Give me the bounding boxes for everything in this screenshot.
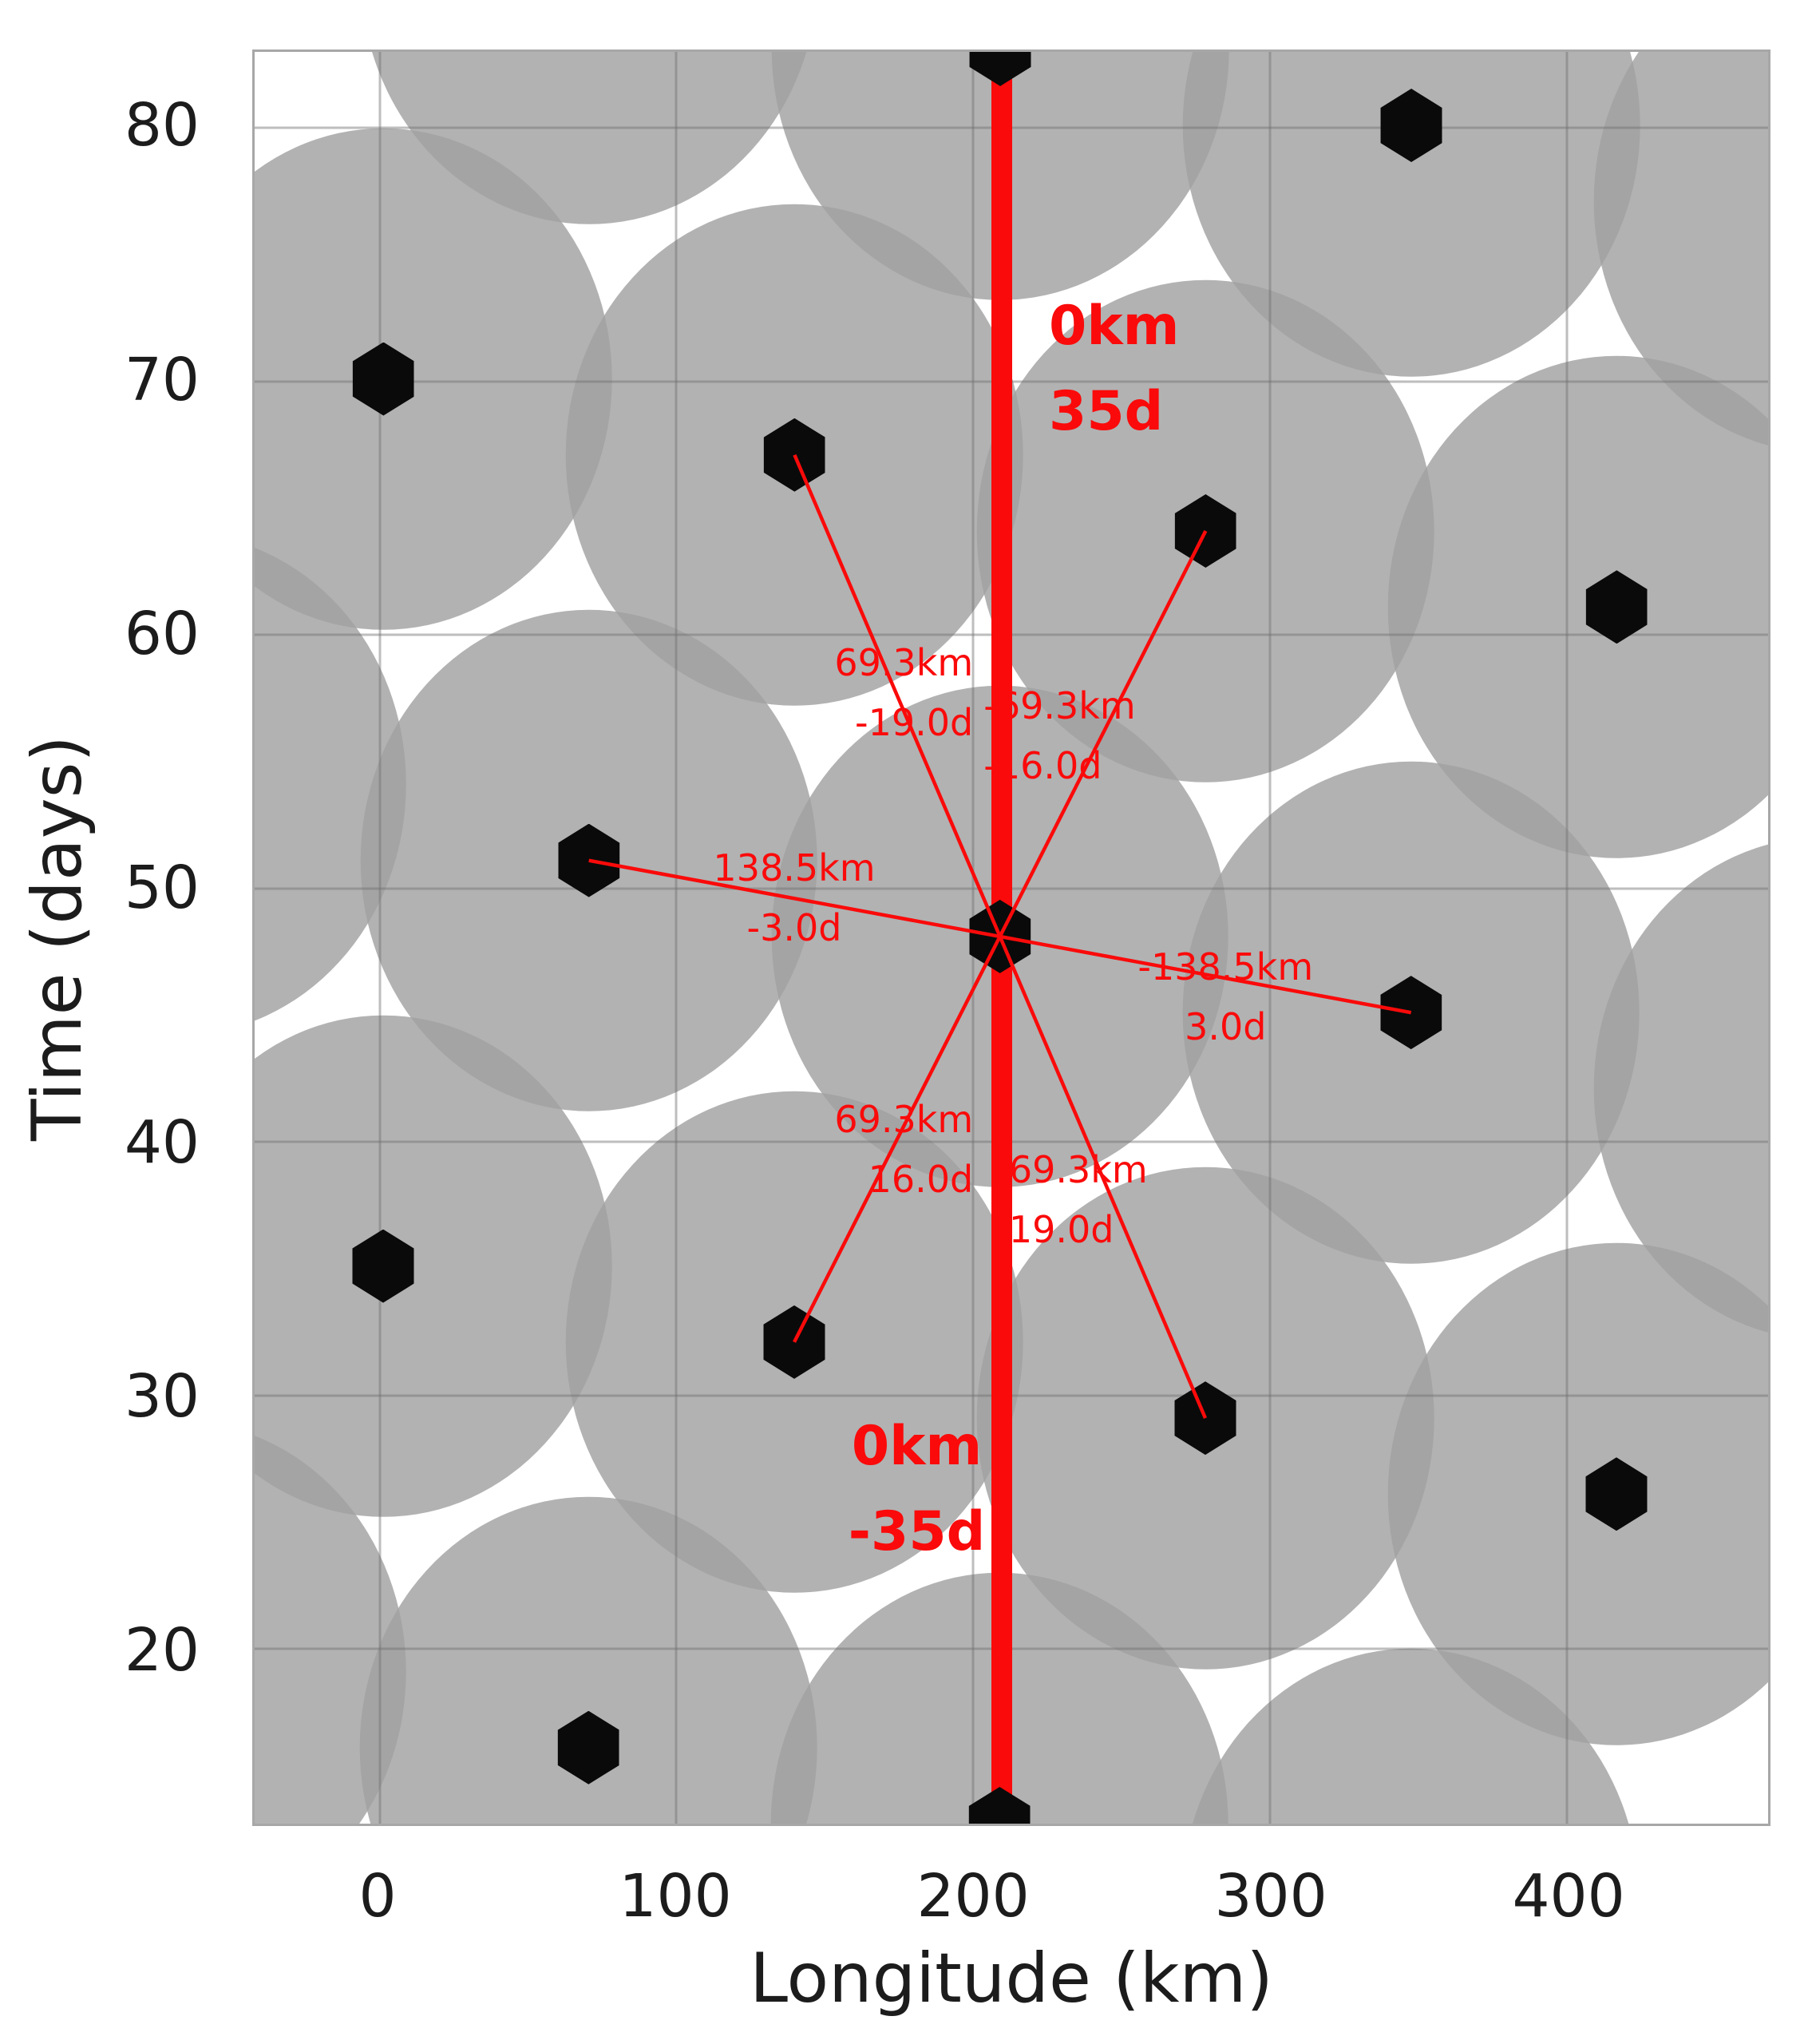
connection-lines-overlay	[588, 454, 1412, 1419]
x-tick-label: 400	[1512, 1862, 1625, 1931]
neighbor-connection-line	[999, 934, 1412, 1015]
y-tick-label: 70	[124, 345, 200, 414]
neighbor-offset-label: 69.3km 16.0d	[834, 1090, 973, 1210]
y-tick-label: 20	[124, 1616, 200, 1686]
grid-line-vertical	[1268, 52, 1272, 1824]
offset-label-line: 35d	[1049, 379, 1164, 443]
coverage-ellipse	[255, 1015, 612, 1517]
offset-label-line: 69.3km	[834, 1097, 974, 1141]
offset-label-line: 16.0d	[868, 1157, 974, 1201]
offset-label-line: 0km	[851, 1414, 983, 1478]
y-tick-label: 40	[124, 1107, 200, 1177]
grid-line-vertical	[675, 52, 678, 1824]
offset-label-line: 138.5km	[713, 846, 876, 890]
neighbor-connection-line	[998, 529, 1208, 937]
y-tick-label: 50	[124, 854, 200, 923]
y-tick-label: 30	[124, 1362, 200, 1432]
offset-label-line: 69.3km	[1008, 1148, 1148, 1192]
y-tick-label: 80	[124, 91, 200, 160]
neighbor-offset-label: -138.5km 3.0d	[1137, 937, 1313, 1057]
offset-label-line: -16.0d	[983, 744, 1102, 788]
grid-line-vertical	[378, 52, 382, 1824]
plot-area: 69.3km -19.0d -69.3km -16.0d 138.5km -3.0d -13…	[252, 50, 1770, 1826]
x-tick-label: 300	[1214, 1862, 1327, 1931]
neighbor-connection-line	[998, 936, 1208, 1419]
offset-label-line: -35d	[848, 1499, 986, 1563]
neighbor-connection-line	[793, 935, 1002, 1343]
neighbor-connection-line	[588, 858, 1001, 939]
x-tick-label: 0	[358, 1862, 397, 1931]
offset-label-line: -138.5km	[1137, 945, 1314, 989]
x-tick-label: 100	[619, 1862, 732, 1931]
offset-label-line: 0km	[1049, 294, 1180, 358]
neighbor-connection-line	[793, 454, 1002, 937]
neighbor-offset-label: 69.3km -19.0d	[834, 633, 973, 753]
neighbor-offset-label: 69.3km 19.0d	[1009, 1140, 1148, 1260]
offset-label-line: -69.3km	[983, 684, 1136, 728]
y-axis-title: Time (days)	[18, 735, 97, 1141]
x-axis-title: Longitude (km)	[750, 1939, 1273, 2018]
offset-label-line: 69.3km	[834, 641, 974, 685]
neighbor-offset-label: -69.3km -16.0d	[983, 676, 1135, 796]
grid-line-vertical	[1565, 52, 1569, 1824]
offset-label-line: -19.0d	[854, 701, 974, 745]
offset-label-line: -3.0d	[746, 906, 842, 950]
coverage-ellipse	[1388, 355, 1768, 858]
revisit-offset-label: 0km 35d	[1049, 283, 1179, 454]
offset-label-line: 19.0d	[1008, 1208, 1114, 1252]
neighbor-offset-label: 138.5km -3.0d	[713, 838, 875, 958]
y-tick-label: 60	[124, 600, 200, 669]
offset-label-line: 3.0d	[1185, 1005, 1267, 1049]
revisit-offset-label: 0km -35d	[849, 1404, 986, 1575]
x-tick-label: 200	[916, 1862, 1030, 1931]
